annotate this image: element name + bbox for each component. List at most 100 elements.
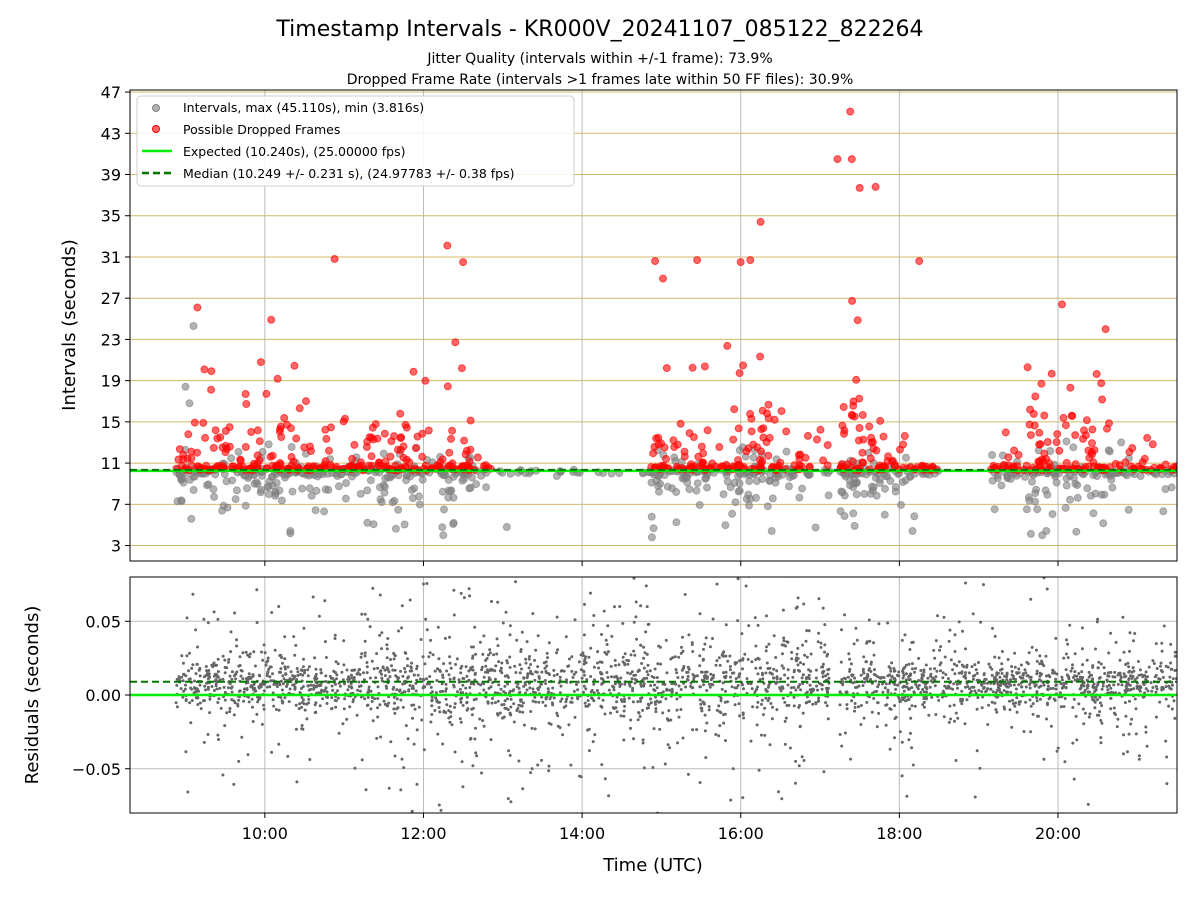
residual-point xyxy=(816,688,819,692)
residual-point xyxy=(1112,706,1116,710)
interval-point xyxy=(768,494,777,503)
intervals-y-axis-label: Intervals (seconds) xyxy=(59,239,80,411)
residual-point xyxy=(928,667,932,671)
residual-point xyxy=(687,633,691,637)
residual-point xyxy=(573,618,577,622)
residual-point xyxy=(583,657,587,661)
residual-point xyxy=(518,690,522,694)
residual-point xyxy=(980,706,984,710)
interval-point xyxy=(386,473,395,482)
residual-point xyxy=(702,647,705,651)
residual-point xyxy=(857,705,860,709)
residual-point xyxy=(901,685,905,689)
residual-point xyxy=(764,696,768,700)
residual-point xyxy=(458,717,462,721)
residual-point xyxy=(741,683,744,687)
dropped-frame-point xyxy=(364,461,373,470)
residual-point xyxy=(537,700,541,704)
dropped-frame-point xyxy=(421,376,430,385)
interval-point xyxy=(1073,493,1082,502)
residual-point xyxy=(782,666,786,670)
residual-point xyxy=(846,675,850,679)
residual-point xyxy=(1005,690,1009,694)
dropped-frame-point xyxy=(262,389,271,398)
dropped-frame-point xyxy=(1036,440,1045,449)
residual-point xyxy=(522,676,526,680)
residual-point xyxy=(363,639,367,643)
residual-point xyxy=(308,758,312,761)
residual-point xyxy=(946,686,950,690)
residual-point xyxy=(546,656,549,660)
residual-point xyxy=(908,648,912,651)
residual-point xyxy=(435,698,439,702)
residual-point xyxy=(183,687,187,691)
residual-point xyxy=(766,699,770,703)
residual-point xyxy=(1164,697,1168,701)
dropped-frame-point xyxy=(325,446,333,455)
residual-point xyxy=(251,705,254,709)
dropped-frame-point xyxy=(1014,450,1023,459)
residual-point xyxy=(295,667,299,670)
residual-point xyxy=(592,665,596,669)
residual-point xyxy=(472,682,476,686)
residual-point xyxy=(800,755,804,759)
dropped-frame-point xyxy=(402,455,411,464)
dropped-frame-point xyxy=(1026,405,1035,414)
residual-point xyxy=(1065,673,1069,677)
residual-point xyxy=(655,676,659,680)
dropped-frame-point xyxy=(689,433,698,442)
residual-point xyxy=(941,671,945,675)
residual-point xyxy=(336,689,340,693)
residual-point xyxy=(1021,672,1025,676)
residual-point xyxy=(926,676,930,680)
residual-point xyxy=(1074,714,1078,718)
dropped-frame-point xyxy=(1052,438,1061,447)
residual-point xyxy=(539,682,543,686)
residual-point xyxy=(184,750,188,754)
dropped-frame-point xyxy=(650,442,659,451)
residual-point xyxy=(786,640,790,644)
residual-point xyxy=(313,703,317,707)
residual-point xyxy=(473,673,477,676)
residual-point xyxy=(642,682,646,686)
residual-point xyxy=(865,640,869,644)
residual-point xyxy=(341,678,345,682)
dropped-frame-point xyxy=(466,445,475,454)
residual-point xyxy=(1029,597,1033,601)
residual-point xyxy=(1038,662,1042,666)
residual-point xyxy=(1031,702,1035,706)
dropped-frame-point xyxy=(1148,440,1157,449)
residual-point xyxy=(703,670,707,674)
residual-point xyxy=(756,700,760,704)
residual-point xyxy=(436,625,440,629)
residual-point xyxy=(1071,741,1075,745)
residual-point xyxy=(956,686,959,690)
dropped-frame-point xyxy=(371,420,380,429)
residual-point xyxy=(292,635,296,639)
residual-point xyxy=(1132,687,1136,691)
residual-point xyxy=(715,582,719,586)
residual-point xyxy=(403,667,407,670)
residual-point xyxy=(825,686,828,690)
residual-point xyxy=(301,727,305,731)
residual-point xyxy=(699,670,703,674)
residual-point xyxy=(921,703,925,707)
interval-point xyxy=(763,502,772,511)
residual-point xyxy=(965,665,969,669)
residual-point xyxy=(216,675,220,679)
residual-point xyxy=(847,652,851,656)
residual-point xyxy=(690,641,694,645)
residual-point xyxy=(208,697,212,701)
interval-point xyxy=(439,531,448,540)
residual-point xyxy=(771,676,775,680)
residual-point xyxy=(917,683,921,687)
interval-point xyxy=(1032,485,1041,494)
residual-point xyxy=(655,699,659,703)
residual-point xyxy=(821,606,825,610)
residual-point xyxy=(471,668,475,672)
residual-point xyxy=(796,657,800,660)
interval-point xyxy=(376,495,385,504)
residual-point xyxy=(603,777,607,781)
residual-point xyxy=(899,699,903,703)
residual-point xyxy=(943,655,947,659)
